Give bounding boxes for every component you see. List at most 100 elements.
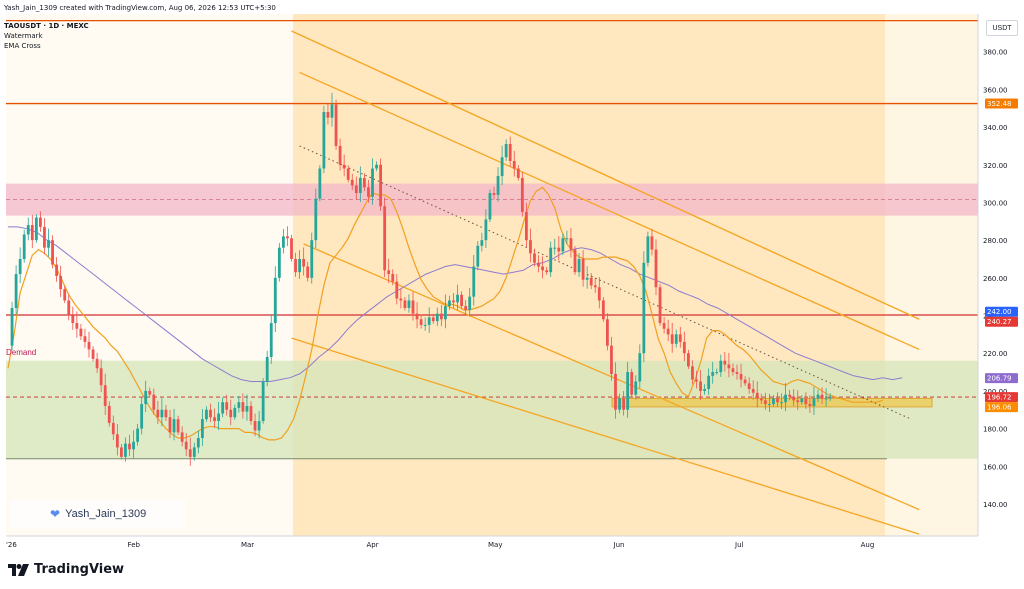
candle[interactable] (180, 426, 184, 447)
candle[interactable] (371, 158, 374, 205)
candle[interactable] (152, 388, 156, 415)
candle[interactable] (160, 398, 164, 427)
price-label[interactable]: 242.00 (985, 306, 1018, 317)
candle[interactable] (435, 307, 439, 326)
candle[interactable] (492, 186, 496, 200)
candle[interactable] (383, 197, 387, 278)
candle[interactable] (233, 404, 237, 420)
candle[interactable] (448, 295, 451, 310)
candle[interactable] (403, 297, 407, 311)
candle[interactable] (642, 251, 646, 363)
candle[interactable] (144, 380, 148, 413)
candle[interactable] (504, 139, 508, 161)
candle[interactable] (55, 257, 58, 282)
candle[interactable] (529, 228, 532, 263)
candle[interactable] (464, 299, 468, 315)
candle[interactable] (755, 381, 759, 408)
candle[interactable] (253, 413, 257, 437)
candle[interactable] (213, 408, 216, 428)
candle[interactable] (314, 188, 318, 249)
candle[interactable] (237, 396, 241, 413)
candle[interactable] (516, 165, 520, 181)
candle[interactable] (731, 363, 735, 376)
candle[interactable] (525, 203, 528, 247)
candle[interactable] (334, 99, 338, 150)
candle[interactable] (87, 331, 91, 358)
candle[interactable] (75, 311, 79, 338)
candle[interactable] (468, 287, 472, 317)
candle[interactable] (257, 410, 261, 439)
candle[interactable] (26, 217, 30, 241)
price-label[interactable]: 206.79 (985, 373, 1018, 384)
candle[interactable] (452, 292, 455, 309)
candle[interactable] (480, 232, 484, 252)
candle[interactable] (788, 389, 792, 401)
candle[interactable] (407, 294, 411, 313)
candle[interactable] (350, 173, 354, 191)
candle[interactable] (650, 228, 654, 256)
candle[interactable] (168, 409, 172, 439)
price-label[interactable]: 240.27 (985, 316, 1018, 327)
candle[interactable] (107, 401, 111, 427)
candle[interactable] (460, 291, 463, 309)
candle[interactable] (812, 386, 816, 415)
candle[interactable] (444, 294, 447, 329)
candle[interactable] (456, 284, 459, 311)
candle[interactable] (565, 230, 569, 245)
candle[interactable] (59, 265, 63, 298)
candle[interactable] (780, 393, 783, 410)
tradingview-logo[interactable]: TradingView (8, 562, 124, 577)
candle[interactable] (581, 250, 585, 287)
candle[interactable] (763, 392, 767, 410)
candle[interactable] (743, 376, 747, 386)
candle[interactable] (39, 211, 42, 232)
candle[interactable] (176, 415, 180, 435)
candle[interactable] (79, 323, 83, 340)
candle[interactable] (674, 329, 678, 348)
candle[interactable] (269, 314, 273, 364)
candle[interactable] (577, 252, 581, 277)
candle[interactable] (192, 442, 196, 461)
candle[interactable] (601, 297, 605, 322)
candle[interactable] (322, 105, 326, 174)
candle[interactable] (205, 406, 208, 422)
candle[interactable] (735, 364, 739, 380)
candle[interactable] (14, 265, 18, 315)
candle[interactable] (132, 430, 135, 459)
candle[interactable] (800, 395, 804, 405)
candle[interactable] (691, 360, 694, 385)
candle[interactable] (520, 171, 524, 217)
candle[interactable] (265, 350, 269, 387)
candle[interactable] (306, 261, 310, 282)
candle[interactable] (512, 150, 516, 177)
candle[interactable] (557, 236, 561, 261)
candle[interactable] (634, 375, 638, 400)
candle[interactable] (415, 302, 419, 329)
candle[interactable] (431, 314, 435, 324)
candle[interactable] (662, 316, 666, 334)
candle[interactable] (816, 389, 820, 403)
candle[interactable] (342, 154, 346, 177)
candle[interactable] (488, 189, 492, 223)
candle[interactable] (751, 380, 755, 400)
indicator-ema-cross[interactable]: EMA Cross (4, 42, 41, 50)
candle[interactable] (496, 167, 500, 202)
candle[interactable] (298, 250, 301, 280)
candle[interactable] (828, 393, 832, 402)
candle[interactable] (549, 241, 553, 277)
candle[interactable] (286, 226, 289, 247)
price-label[interactable]: 196.72 (985, 392, 1018, 403)
candle[interactable] (553, 238, 557, 255)
candle[interactable] (375, 161, 378, 172)
candle[interactable] (561, 233, 565, 256)
candle[interactable] (792, 389, 796, 407)
candle[interactable] (622, 390, 625, 416)
candle[interactable] (606, 313, 609, 351)
price-label[interactable]: 352.48 (985, 98, 1018, 109)
candle[interactable] (476, 241, 480, 271)
candle[interactable] (768, 393, 771, 413)
candle[interactable] (63, 285, 67, 304)
candle[interactable] (610, 336, 613, 381)
candle[interactable] (302, 247, 306, 276)
candle[interactable] (91, 346, 95, 362)
